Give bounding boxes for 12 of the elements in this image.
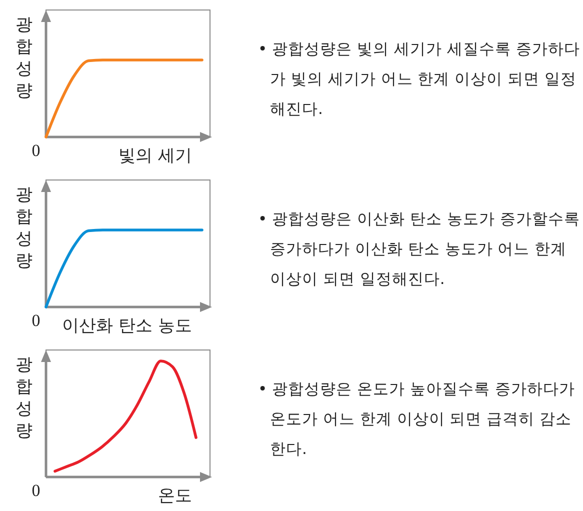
y-axis-title: 광합성량 (16, 15, 32, 101)
text: 0 (32, 141, 40, 160)
text: • 광합성량은 빛의 세기가 세질수록 증가하다가 빛의 세기가 어느 한계 이상이 되면 일정해진다. (258, 39, 581, 120)
text: 0 (32, 311, 40, 330)
text: • 광합성량은 온도가 높아질수록 증가하다가 온도가 어느 한계 이상이 되면 급격히 감소한다. (258, 379, 576, 460)
x-axis-title: 빛의 세기 (118, 146, 192, 166)
y-axis-title: 광합성량 (16, 355, 32, 441)
x-axis-title: 온도 (158, 486, 192, 506)
text: 0 (32, 481, 40, 500)
y-axis-title: 광합성량 (16, 185, 32, 271)
x-axis-title: 이산화 탄소 농도 (62, 316, 192, 336)
text: • 광합성량은 이산화 탄소 농도가 증가할수록 증가하다가 이산화 탄소 농도가 어느 한계 이상이 되면 일정해진다. (258, 209, 581, 290)
